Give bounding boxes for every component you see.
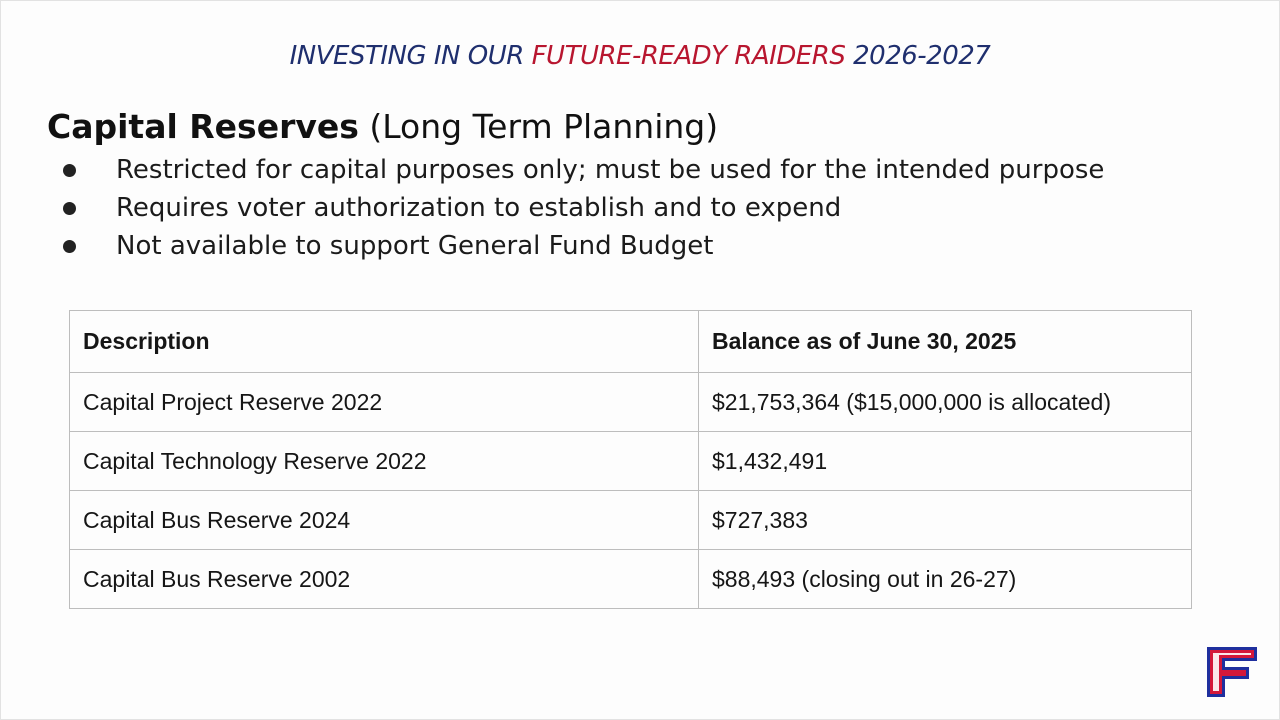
bullet-text: Not available to support General Fund Bu… <box>116 231 714 261</box>
table-header-row: Description Balance as of June 30, 2025 <box>69 310 1192 373</box>
cell-balance: $727,383 <box>698 490 1192 550</box>
cell-description: Capital Bus Reserve 2024 <box>69 490 699 550</box>
letter-f-logo-icon <box>1207 647 1257 697</box>
table-row: Capital Technology Reserve 2022 $1,432,4… <box>69 431 1192 491</box>
heading-title: Capital Reserves <box>47 107 359 146</box>
bullet-item: Not available to support General Fund Bu… <box>59 227 1104 265</box>
bullet-dot-icon <box>63 201 76 215</box>
banner-part-3: 2026-2027 <box>845 41 991 71</box>
bullet-dot-icon <box>63 239 76 253</box>
banner-part-1: INVESTING IN OUR <box>289 41 532 71</box>
cell-description: Capital Bus Reserve 2002 <box>69 549 699 609</box>
header-description: Description <box>69 310 699 373</box>
heading-subtitle: (Long Term Planning) <box>358 107 719 146</box>
bullet-list: Restricted for capital purposes only; mu… <box>59 151 1104 265</box>
reserves-table: Description Balance as of June 30, 2025 … <box>69 310 1192 609</box>
cell-balance: $1,432,491 <box>698 431 1192 491</box>
bullet-item: Requires voter authorization to establis… <box>59 189 1104 227</box>
cell-balance: $88,493 (closing out in 26-27) <box>698 549 1192 609</box>
slide-heading: Capital Reserves (Long Term Planning) <box>47 107 718 146</box>
cell-description: Capital Project Reserve 2022 <box>69 372 699 432</box>
table-row: Capital Project Reserve 2022 $21,753,364… <box>69 372 1192 432</box>
bullet-text: Restricted for capital purposes only; mu… <box>116 155 1105 185</box>
table-row: Capital Bus Reserve 2002 $88,493 (closin… <box>69 549 1192 609</box>
bullet-item: Restricted for capital purposes only; mu… <box>59 151 1104 189</box>
banner-part-2: FUTURE-READY RAIDERS <box>531 41 846 71</box>
slide-banner: INVESTING IN OUR FUTURE-READY RAIDERS 20… <box>1 41 1279 71</box>
table-row: Capital Bus Reserve 2024 $727,383 <box>69 490 1192 550</box>
bullet-text: Requires voter authorization to establis… <box>116 193 842 223</box>
cell-description: Capital Technology Reserve 2022 <box>69 431 699 491</box>
bullet-dot-icon <box>63 163 76 177</box>
header-balance: Balance as of June 30, 2025 <box>698 310 1192 373</box>
cell-balance: $21,753,364 ($15,000,000 is allocated) <box>698 372 1192 432</box>
